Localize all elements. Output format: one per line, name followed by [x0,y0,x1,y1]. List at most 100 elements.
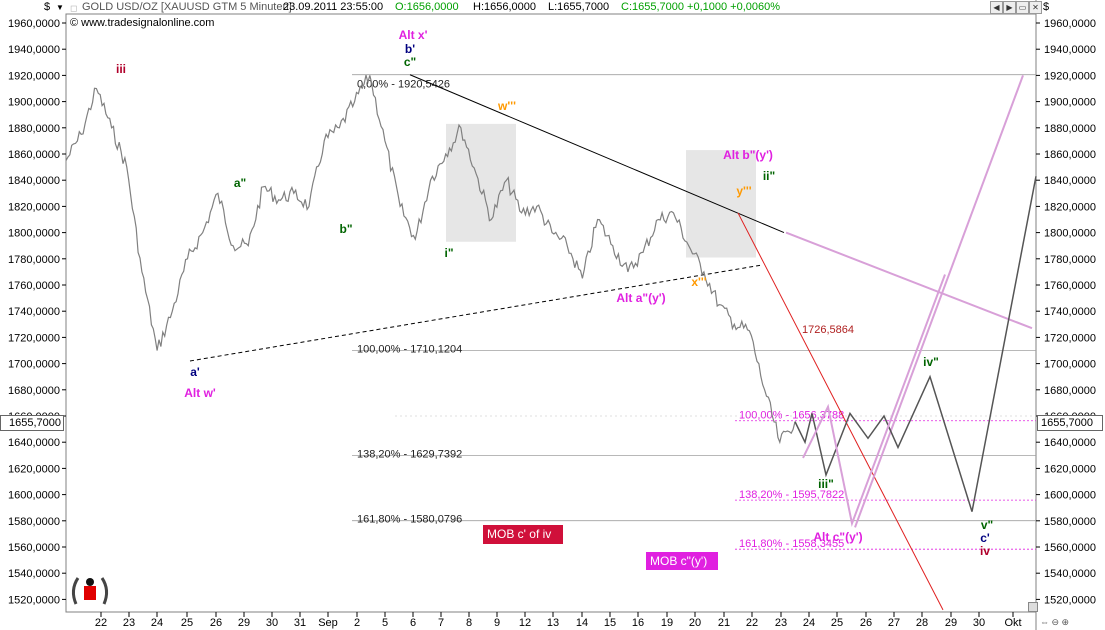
y-tick-label-right: 1740,0000 [1044,306,1096,318]
chart-header: $ ▼ ◻ GOLD USD/OZ [XAUUSD GTM 5 Minuten]… [0,0,1105,14]
y-tick-label-left: 1700,0000 [8,359,60,371]
y-tick-label-left: 1840,0000 [8,175,60,187]
x-tick-label: 26 [210,617,222,629]
trendlines [189,74,1033,611]
y-tick-label-right: 1840,0000 [1044,175,1096,187]
y-tick-label-left: 1780,0000 [8,254,60,266]
y-tick-label-right: 1600,0000 [1044,490,1096,502]
fib-label: 161,80% - 1580,0796 [357,514,462,526]
grid [65,0,1037,630]
scroll-right-icon[interactable]: ▶ [1003,1,1016,14]
close-value: C:1655,7000 +0,1000 +0,0060% [621,1,781,13]
x-tick-label: 8 [466,617,472,629]
x-tick-label: 7 [438,617,444,629]
annotations: iii Alt x'b'c" w''' a" b" i" a' Alt w' Alt b"(y'… [116,28,993,570]
wave-label: ii" [763,169,775,183]
x-tick-label: 12 [519,617,531,629]
wave-label: v" [981,518,993,532]
mob-box [483,525,563,544]
wave-label: Alt x' [399,28,428,42]
low-value: L:1655,7000 [548,1,610,13]
datetime: 23.09.2011 23:55:00 [283,1,384,13]
wave-label: Alt w' [184,386,216,400]
copyright-icon: © [70,17,79,29]
x-tick-label: 26 [860,617,872,629]
y-tick-label-left: 1580,0000 [8,516,60,528]
y-tick-label-right: 1680,0000 [1044,385,1096,397]
close-icon[interactable]: ✕ [1029,1,1042,14]
x-tick-label: 15 [604,617,616,629]
wave-label: y''' [736,184,751,198]
wave-label: w''' [497,99,516,113]
x-tick-label: 22 [746,617,758,629]
x-tick-label: 21 [718,617,730,629]
x-tick-label: 6 [410,617,416,629]
x-tick-label: Sep [318,617,338,629]
x-tick-label: 25 [831,617,843,629]
x-tick-label: Okt [1004,617,1021,629]
y-tick-label-right: 1860,0000 [1044,149,1096,161]
x-tick-label: 5 [382,617,388,629]
wave-label: b" [339,222,352,236]
website-label: © www.tradesignalonline.com [70,16,214,30]
x-tick-label: 29 [238,617,250,629]
wave-label: a' [190,365,200,379]
scroll-left-icon[interactable]: ◀ [990,1,1003,14]
y-tick-label-right: 1580,0000 [1044,516,1096,528]
logo [68,570,112,610]
x-tick-label: 30 [973,617,985,629]
price-line [65,74,796,445]
x-tick-label: 13 [547,617,559,629]
x-tick-label: 30 [266,617,278,629]
x-tick-label: 28 [916,617,928,629]
instrument-icon: ◻ [70,3,78,13]
y-tick-label-left: 1960,0000 [8,18,60,30]
right-axis-symbol: $ [1043,1,1050,13]
wave-label: Alt c"(y') [813,530,862,544]
y-tick-label-left: 1760,0000 [8,280,60,292]
x-tick-label: 23 [123,617,135,629]
x-axis-labels: 22 23 24 25 26 29 30 31 Sep 2 5 6 7 8 9 12 13 14 15 16 19 20 2… [95,612,1022,629]
x-tick-label: 14 [576,617,588,629]
y-tick-label-right: 1820,0000 [1044,201,1096,213]
y-tick-label-right: 1960,0000 [1044,18,1096,30]
red-trendline [737,212,944,611]
y-tick-label-left: 1640,0000 [8,437,60,449]
collapse-icon[interactable]: ▭ [1016,1,1029,14]
x-tick-label: 20 [689,617,701,629]
x-tick-label: 22 [95,617,107,629]
x-tick-label: 16 [632,617,644,629]
y-tick-label-right: 1940,0000 [1044,44,1096,56]
y-tick-label-left: 1680,0000 [8,385,60,397]
y-tick-label-right: 1760,0000 [1044,280,1096,292]
fib-label: 138,20% - 1629,7392 [357,449,462,461]
y-tick-label-left: 1720,0000 [8,332,60,344]
open-value: O:1656,0000 [395,1,459,13]
zoom-controls[interactable]: ⇔ ⊖ ⊕ [1040,617,1070,627]
y-tick-label-left: 1860,0000 [8,149,60,161]
consolidation-boxes [446,123,756,258]
x-tick-label: 2 [354,617,360,629]
y-tick-label-right: 1720,0000 [1044,332,1096,344]
axis-dropdown-icon[interactable]: ▼ [56,3,64,12]
instrument-name: GOLD USD/OZ [XAUUSD GTM 5 Minuten] [82,1,292,13]
red-level-label: 1726,5864 [802,324,854,336]
consolidation-box-2 [686,150,756,258]
y-tick-label-left: 1940,0000 [8,44,60,56]
price-series [65,74,796,445]
mob-box-label: MOB c' of iv [487,527,551,541]
wave-label: c' [980,531,990,545]
projection-pink [802,274,946,528]
y-tick-label-left: 1880,0000 [8,123,60,135]
x-tick-label: 19 [661,617,673,629]
current-price-right: 1655,7000 [1037,415,1103,431]
consolidation-box-1 [446,123,516,242]
y-tick-label-left: 1920,0000 [8,70,60,82]
wave-label: a" [234,176,246,190]
y-tick-label-left: 1800,0000 [8,228,60,240]
plot-area [65,13,1037,613]
corner-resize-icon[interactable] [1028,602,1038,612]
pink-channel-line [785,231,1033,330]
